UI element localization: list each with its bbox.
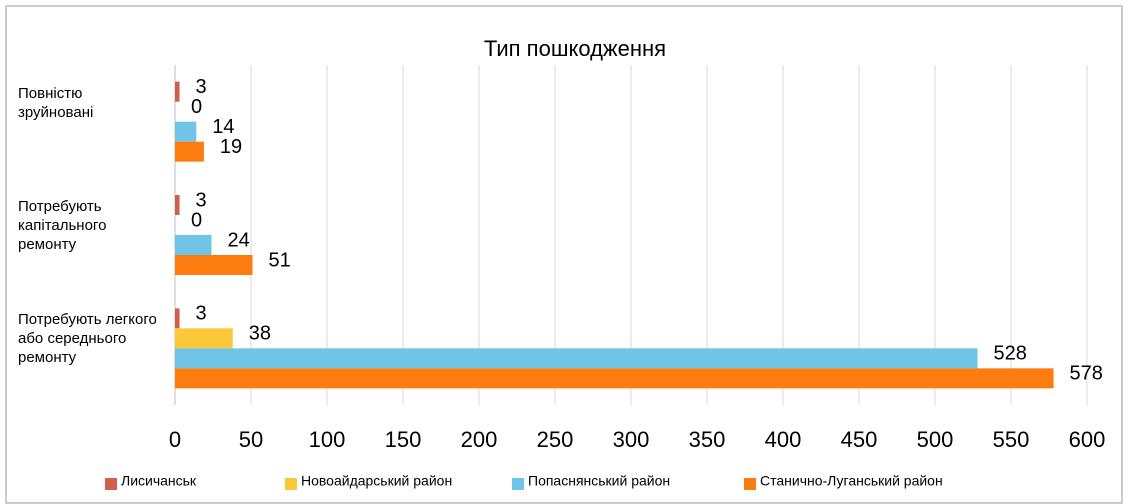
- bar: [175, 195, 180, 215]
- x-tick-label: 300: [613, 427, 650, 452]
- y-tick-label: Потребують капітального ремонту: [18, 198, 107, 253]
- legend-swatch: [285, 478, 297, 490]
- bar: [175, 255, 253, 275]
- legend-label: Новоайдарський район: [301, 473, 452, 489]
- legend-swatch: [744, 478, 756, 490]
- data-label: 0: [191, 209, 202, 231]
- bar: [175, 81, 180, 102]
- x-tick-label: 200: [461, 427, 498, 452]
- data-label: 3: [196, 303, 207, 325]
- data-label: 38: [249, 323, 271, 345]
- bar: [175, 328, 233, 349]
- data-label: 24: [227, 229, 249, 251]
- legend-swatch: [512, 478, 524, 490]
- data-label: 14: [212, 116, 234, 138]
- bar: [175, 348, 978, 369]
- x-tick-label: 550: [993, 427, 1030, 452]
- x-tick-label: 100: [309, 427, 346, 452]
- data-label: 19: [220, 136, 242, 158]
- bar: [175, 368, 1054, 389]
- x-tick-label: 500: [917, 427, 954, 452]
- x-tick-label: 250: [537, 427, 574, 452]
- data-label: 3: [196, 189, 207, 211]
- data-label: 0: [191, 96, 202, 118]
- x-tick-label: 450: [841, 427, 878, 452]
- chart-title: Тип пошкодження: [484, 36, 666, 61]
- x-tick-label: 400: [765, 427, 802, 452]
- y-tick-label: Повністю зруйновані: [18, 84, 94, 121]
- x-tick-label: 0: [169, 427, 181, 452]
- x-tick-label: 150: [385, 427, 422, 452]
- x-tick-label: 350: [689, 427, 726, 452]
- x-tick-label: 600: [1069, 427, 1106, 452]
- bar: [175, 308, 180, 329]
- legend-label: Лисичанськ: [121, 473, 197, 489]
- bar: [175, 235, 212, 255]
- data-label: 578: [1070, 363, 1103, 385]
- bar: [175, 141, 204, 162]
- data-label: 3: [196, 76, 207, 98]
- legend-label: Станично-Луганський район: [760, 473, 943, 489]
- data-label: 528: [994, 343, 1027, 365]
- data-label: 51: [269, 249, 291, 271]
- legend-label: Попаснянський район: [528, 473, 670, 489]
- legend-swatch: [105, 478, 117, 490]
- y-tick-label: Потребують легкого або середнього ремонт…: [18, 311, 157, 367]
- x-tick-label: 50: [239, 427, 263, 452]
- bar: [175, 121, 197, 142]
